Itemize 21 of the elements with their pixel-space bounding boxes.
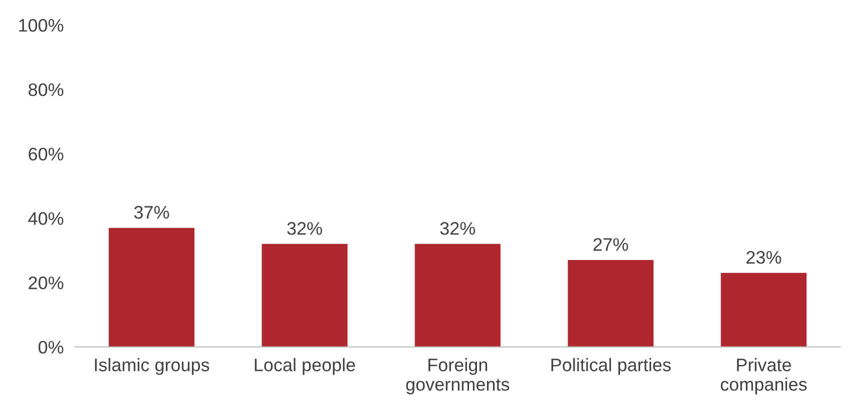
bar <box>108 228 194 347</box>
y-tick-label: 20% <box>28 276 64 290</box>
data-label: 32% <box>287 222 322 235</box>
data-label: 23% <box>746 250 782 264</box>
data-label: 32% <box>440 222 476 235</box>
x-tick-label: Islamic groups <box>95 358 210 375</box>
y-tick-label: 40% <box>28 212 64 225</box>
x-tick-label: Private companies <box>720 358 807 394</box>
x-tick-label: Political parties <box>551 358 671 375</box>
x-tick-label: Foreign governments <box>406 358 510 394</box>
y-tick-label: 80% <box>28 83 64 96</box>
bar <box>720 272 807 347</box>
data-label: 27% <box>594 238 628 251</box>
data-label: 37% <box>134 206 170 219</box>
y-tick-label: 100% <box>19 18 64 32</box>
y-tick-label: 0% <box>38 340 64 354</box>
y-tick-label: 60% <box>28 148 64 161</box>
x-tick-label: Local people <box>254 358 356 375</box>
bar <box>414 244 500 347</box>
bar <box>568 260 654 347</box>
bar <box>262 244 348 347</box>
